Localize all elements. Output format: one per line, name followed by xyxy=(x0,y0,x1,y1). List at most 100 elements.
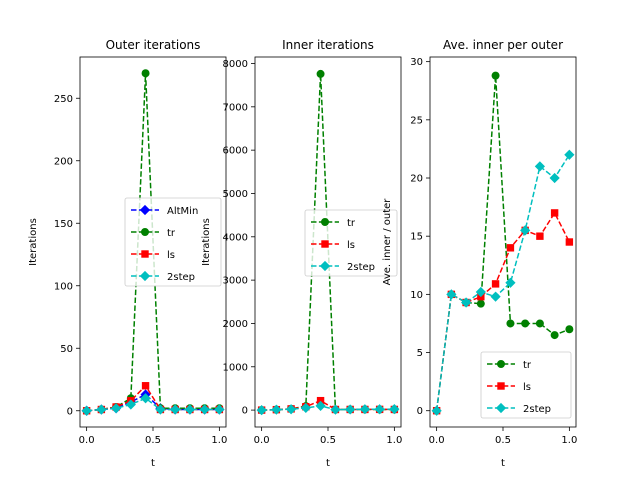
x-tick-label: 0.5 xyxy=(495,435,511,446)
data-point-2step xyxy=(549,172,560,184)
series-line-ls xyxy=(86,384,220,412)
data-point-tr xyxy=(565,325,574,334)
legend-label-tr: tr xyxy=(523,360,532,371)
legend-label-ls: ls xyxy=(347,240,355,251)
y-tick-label: 50 xyxy=(60,344,73,355)
data-point-2step xyxy=(110,403,122,414)
axes-frame xyxy=(79,56,227,428)
legend-marker-2step xyxy=(495,402,507,414)
y-tick-label: 4000 xyxy=(223,232,248,243)
y-tick-label: 0 xyxy=(242,406,248,417)
data-point-2step xyxy=(345,404,356,415)
legend-label-2step: 2step xyxy=(167,272,195,283)
data-point-2step xyxy=(184,404,196,415)
data-point-ls xyxy=(506,244,515,252)
legend-marker-2step xyxy=(319,260,331,272)
data-point-2step xyxy=(431,405,442,416)
data-point-2step xyxy=(96,404,107,415)
y-tick-label: 250 xyxy=(54,94,73,105)
x-tick-label: 0.0 xyxy=(429,435,445,446)
x-tick-label: 1.0 xyxy=(561,435,577,446)
legend: AltMin tr ls 2step xyxy=(124,197,222,287)
y-tick-label: 0 xyxy=(417,406,423,417)
data-point-ls xyxy=(550,209,559,217)
y-tick-label: 30 xyxy=(410,57,423,68)
y-tick-label: 6000 xyxy=(223,146,248,157)
y-tick-label: 100 xyxy=(54,281,73,292)
data-point-ls xyxy=(491,280,500,288)
data-point-ls xyxy=(141,382,150,390)
legend-label-2step: 2step xyxy=(523,404,551,415)
data-point-2step xyxy=(564,149,575,160)
y-tick-label: 10 xyxy=(410,290,423,301)
y-axis-label: Iterations xyxy=(28,218,39,266)
axes-frame xyxy=(254,56,402,428)
legend-label-ls: ls xyxy=(523,382,531,393)
data-point-tr xyxy=(316,69,325,78)
y-tick-label: 3000 xyxy=(223,276,248,287)
x-axis-label: t xyxy=(501,458,505,469)
legend-label-tr: tr xyxy=(167,228,176,239)
y-tick-label: 1000 xyxy=(223,362,248,373)
series-tr xyxy=(432,71,574,415)
data-point-2step xyxy=(81,405,92,416)
series-line-ls xyxy=(435,211,571,411)
data-point-2step xyxy=(446,289,457,300)
data-point-2step xyxy=(520,225,531,236)
data-point-2step xyxy=(214,404,225,415)
legend-label-AltMin: AltMin xyxy=(167,206,198,217)
data-point-2step xyxy=(199,404,210,415)
x-axis-label: t xyxy=(151,458,155,469)
data-point-2step xyxy=(125,399,136,410)
data-point-2step xyxy=(389,404,400,415)
data-point-2step xyxy=(256,404,267,416)
legend-marker-tr xyxy=(497,360,505,368)
series-2step xyxy=(256,400,400,416)
legend: tr ls 2step xyxy=(480,351,572,419)
x-tick-label: 0.0 xyxy=(254,435,270,446)
y-tick-label: 8000 xyxy=(223,59,248,70)
data-point-2step xyxy=(285,404,297,415)
data-point-ls xyxy=(565,238,574,246)
series-line-2step xyxy=(435,154,570,411)
x-tick-label: 1.0 xyxy=(211,435,227,446)
chart-title: Ave. inner per outer xyxy=(443,38,563,52)
legend-label-2step: 2step xyxy=(347,262,375,273)
series-2step xyxy=(431,149,575,416)
data-point-tr xyxy=(550,331,559,340)
data-point-2step xyxy=(534,161,546,172)
legend-box xyxy=(124,197,222,287)
y-tick-label: 200 xyxy=(54,156,73,167)
data-point-2step xyxy=(330,404,341,415)
legend-marker-tr xyxy=(141,228,149,236)
y-tick-label: 15 xyxy=(410,232,423,243)
y-tick-label: 5 xyxy=(417,348,423,359)
legend-marker-AltMin xyxy=(139,204,151,216)
x-axis-label: t xyxy=(326,458,330,469)
legend-marker-2step xyxy=(139,270,151,282)
data-point-tr xyxy=(506,319,515,328)
y-tick-label: 7000 xyxy=(223,102,248,113)
data-point-tr xyxy=(476,299,485,308)
series-line-2step xyxy=(261,405,395,411)
data-point-2step xyxy=(315,400,326,411)
data-point-2step xyxy=(490,291,501,302)
data-point-2step xyxy=(460,297,472,308)
legend-label-ls: ls xyxy=(167,250,175,261)
legend-box xyxy=(304,209,398,277)
legend-marker-tr xyxy=(321,218,329,226)
x-tick-label: 0.5 xyxy=(320,435,336,446)
legend-label-tr: tr xyxy=(347,218,356,229)
y-tick-label: 2000 xyxy=(223,319,248,330)
y-tick-label: 25 xyxy=(410,115,423,126)
chart-title: Outer iterations xyxy=(106,38,201,52)
y-tick-label: 150 xyxy=(54,219,73,230)
data-point-2step xyxy=(170,404,181,415)
y-axis-label: Ave. inner / outer xyxy=(382,198,393,286)
data-point-2step xyxy=(300,402,311,414)
legend: tr ls 2step xyxy=(304,209,398,277)
data-point-2step xyxy=(475,286,486,298)
data-point-tr xyxy=(491,71,500,80)
